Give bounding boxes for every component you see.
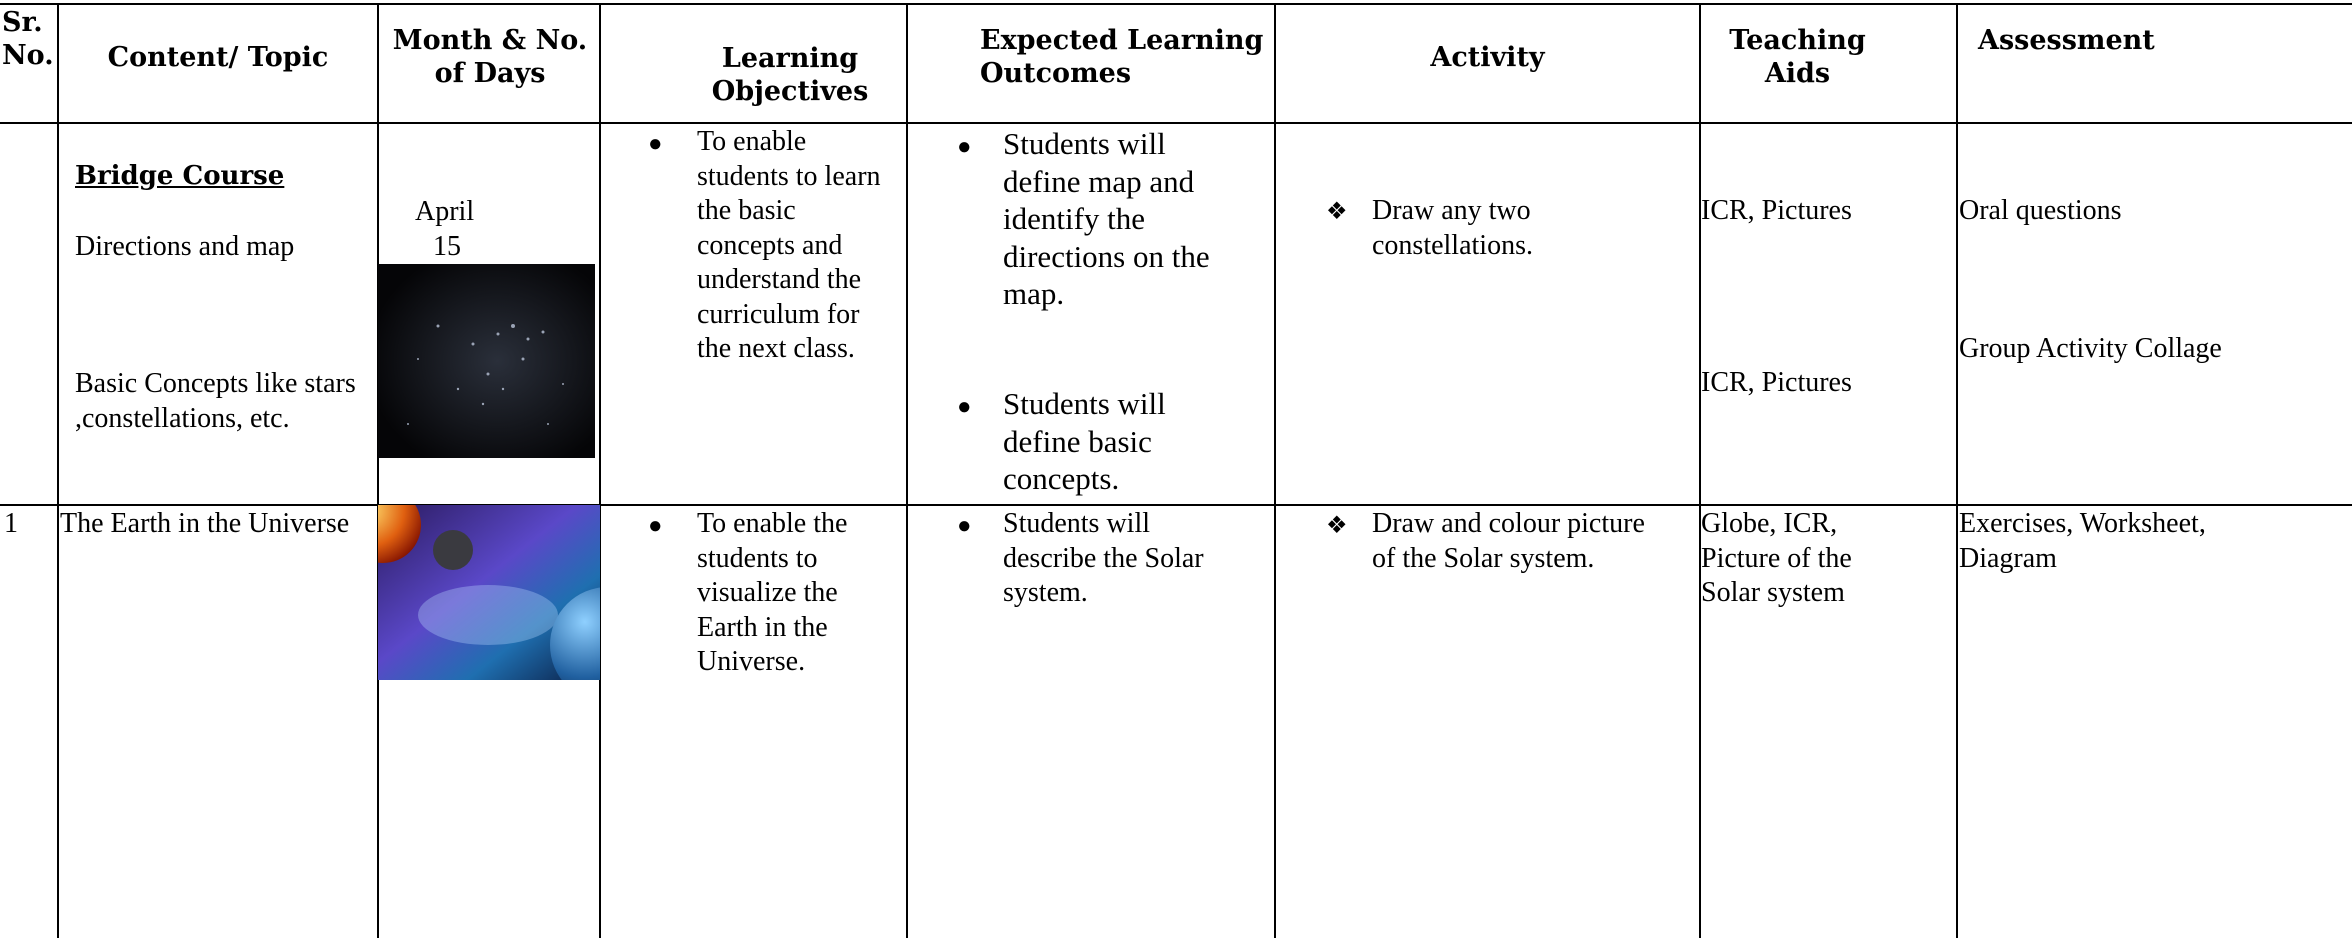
serial-number: 1 xyxy=(4,508,18,539)
assessment: Oral questions xyxy=(1959,195,2122,226)
bullet: ● xyxy=(648,513,663,539)
header-cell: Teaching Aids xyxy=(1729,25,1866,89)
header-cell: Expected Learning Outcomes xyxy=(980,25,1264,89)
assessment: Group Activity Collage xyxy=(1959,333,2222,364)
bullet: ● xyxy=(648,131,663,157)
header-cell: Content/ Topic xyxy=(107,42,329,73)
header-cell: Activity xyxy=(1430,42,1545,73)
topic-text: Directions and map xyxy=(75,231,295,262)
outcome: Students will define basic concepts. xyxy=(1003,386,1166,496)
bullet: ● xyxy=(957,134,972,160)
assessment: Exercises, Worksheet, Diagram xyxy=(1959,508,2206,574)
constellation-image xyxy=(378,264,595,458)
header-cell: Month & No. of Days xyxy=(392,25,588,89)
header-cell: Assessment xyxy=(1978,25,2155,56)
teaching-aid: ICR, Pictures xyxy=(1701,195,1852,226)
teaching-aid: Globe, ICR, Picture of the Solar system xyxy=(1701,508,1852,608)
objective: To enable students to learn the basic co… xyxy=(697,126,881,364)
solar-image xyxy=(378,505,600,680)
objective: To enable the students to visualize the … xyxy=(697,508,848,677)
outcome: Students will describe the Solar system. xyxy=(1003,508,1204,608)
days: 15 xyxy=(433,231,461,262)
header-cell: Sr. No. xyxy=(2,7,54,71)
teaching-aid: ICR, Pictures xyxy=(1701,367,1852,398)
bullet: ❖ xyxy=(1326,199,1348,225)
activity: Draw any two constellations. xyxy=(1372,195,1533,261)
bullet: ● xyxy=(957,394,972,420)
header-cell: Learning Objectives xyxy=(711,43,869,107)
activity: Draw and colour picture of the Solar sys… xyxy=(1372,508,1645,574)
bullet: ● xyxy=(957,513,972,539)
outcome: Students will define map and identify th… xyxy=(1003,126,1210,311)
topic-heading: Bridge Course xyxy=(75,161,285,191)
bullet: ❖ xyxy=(1326,513,1348,539)
topic-text: The Earth in the Universe xyxy=(60,508,350,539)
month: April xyxy=(415,196,475,227)
topic-text: Basic Concepts like stars ,constellation… xyxy=(75,368,356,434)
